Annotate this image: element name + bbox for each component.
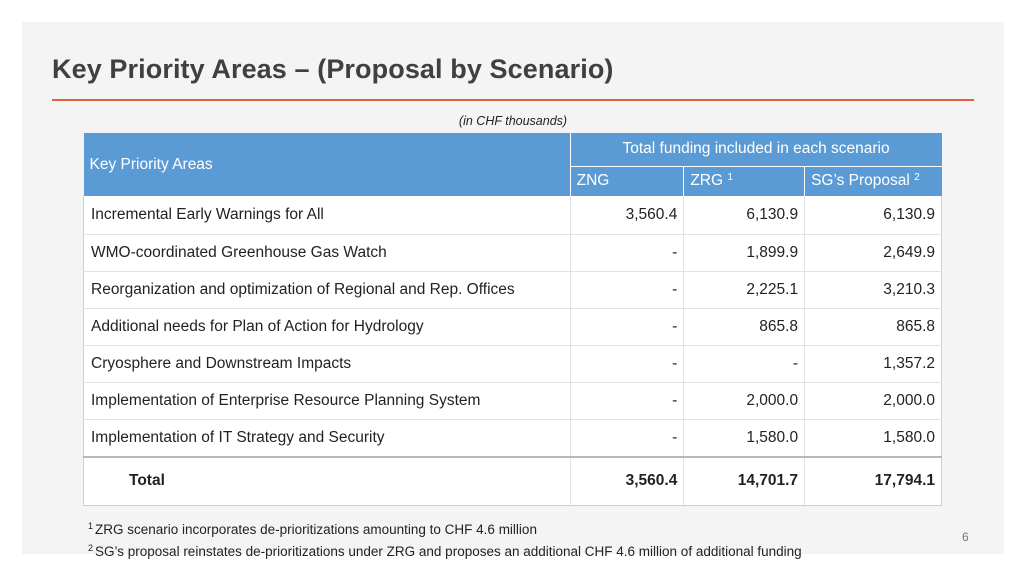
table-row: Implementation of Enterprise Resource Pl… [83,382,942,421]
table-row: WMO-coordinated Greenhouse Gas Watch - 1… [83,234,942,272]
header-sg-label: SG’s Proposal [811,172,910,190]
row-area: Implementation of Enterprise Resource Pl… [83,382,571,421]
page-number: 6 [962,530,969,544]
footnote: 2 SG’s proposal reinstates de-prioritizat… [88,539,802,561]
row-zrg-value: 1,580.0 [683,419,806,458]
row-sg-value: 2,000.0 [804,382,942,421]
priority-areas-table: Key Priority Areas Total funding include… [83,133,942,506]
footnote-marker: 1 [88,521,94,531]
footnote-marker-2: 2 [914,172,920,184]
header-zrg: ZRG 1 [683,166,806,196]
footnotes: 1 ZRG scenario incorporates de-prioritiza… [88,517,802,561]
total-label: Total [83,456,571,506]
row-zng-value: - [570,234,685,272]
table-row: Implementation of IT Strategy and Securi… [83,419,942,458]
table-row: Cryosphere and Downstream Impacts - - 1,… [83,345,942,384]
header-zng: ZNG [570,166,685,196]
header-zng-label: ZNG [576,172,610,190]
row-area: Additional needs for Plan of Action for … [83,308,571,347]
row-zrg-value: 1,899.9 [683,234,806,272]
row-sg-value: 6,130.9 [804,196,942,235]
row-zng-value: - [570,345,685,384]
row-zng-value: 3,560.4 [570,196,685,235]
table-body: Incremental Early Warnings for All 3,560… [83,196,942,458]
footnote: 1 ZRG scenario incorporates de-prioritiza… [88,517,802,539]
header-zrg-label: ZRG [690,172,724,190]
header-sg-proposal: SG’s Proposal 2 [804,166,942,196]
footnote-marker: 2 [88,543,94,553]
row-sg-value: 1,580.0 [804,419,942,458]
total-sg-value: 17,794.1 [804,456,942,506]
header-key-priority-areas: Key Priority Areas [83,133,571,196]
row-sg-value: 2,649.9 [804,234,942,272]
total-zrg-value: 14,701.7 [683,456,806,506]
row-zrg-value: - [683,345,806,384]
table-total: Total 3,560.4 14,701.7 17,794.1 [83,456,942,506]
row-zng-value: - [570,271,685,309]
table-row: Incremental Early Warnings for All 3,560… [83,196,942,235]
row-area: Cryosphere and Downstream Impacts [83,345,571,384]
row-zrg-value: 6,130.9 [683,196,806,235]
row-sg-value: 3,210.3 [804,271,942,309]
row-zrg-value: 2,225.1 [683,271,806,309]
table-row: Reorganization and optimization of Regio… [83,271,942,309]
row-area: Implementation of IT Strategy and Securi… [83,419,571,458]
row-sg-value: 1,357.2 [804,345,942,384]
row-zrg-value: 2,000.0 [683,382,806,421]
total-zng-value: 3,560.4 [570,456,685,506]
footnote-text: SG’s proposal reinstates de-prioritizati… [95,544,802,559]
header-scenario-group: Total funding included in each scenario [570,133,942,167]
table-row: Additional needs for Plan of Action for … [83,308,942,347]
row-area: Reorganization and optimization of Regio… [83,271,571,309]
row-zng-value: - [570,419,685,458]
row-area: Incremental Early Warnings for All [83,196,571,235]
footnote-marker-1: 1 [727,172,733,184]
row-zng-value: - [570,382,685,421]
row-zrg-value: 865.8 [683,308,806,347]
units-note: (in CHF thousands) [458,114,568,128]
slide: Key Priority Areas – (Proposal by Scenar… [22,22,1004,559]
row-area: WMO-coordinated Greenhouse Gas Watch [83,234,571,272]
total-row: Total 3,560.4 14,701.7 17,794.1 [83,456,942,506]
row-zng-value: - [570,308,685,347]
footnote-text: ZRG scenario incorporates de-prioritizat… [95,522,537,537]
row-sg-value: 865.8 [804,308,942,347]
table-header: Key Priority Areas Total funding include… [83,133,942,196]
slide-title: Key Priority Areas – (Proposal by Scenar… [52,54,614,84]
title-underline [52,99,974,101]
